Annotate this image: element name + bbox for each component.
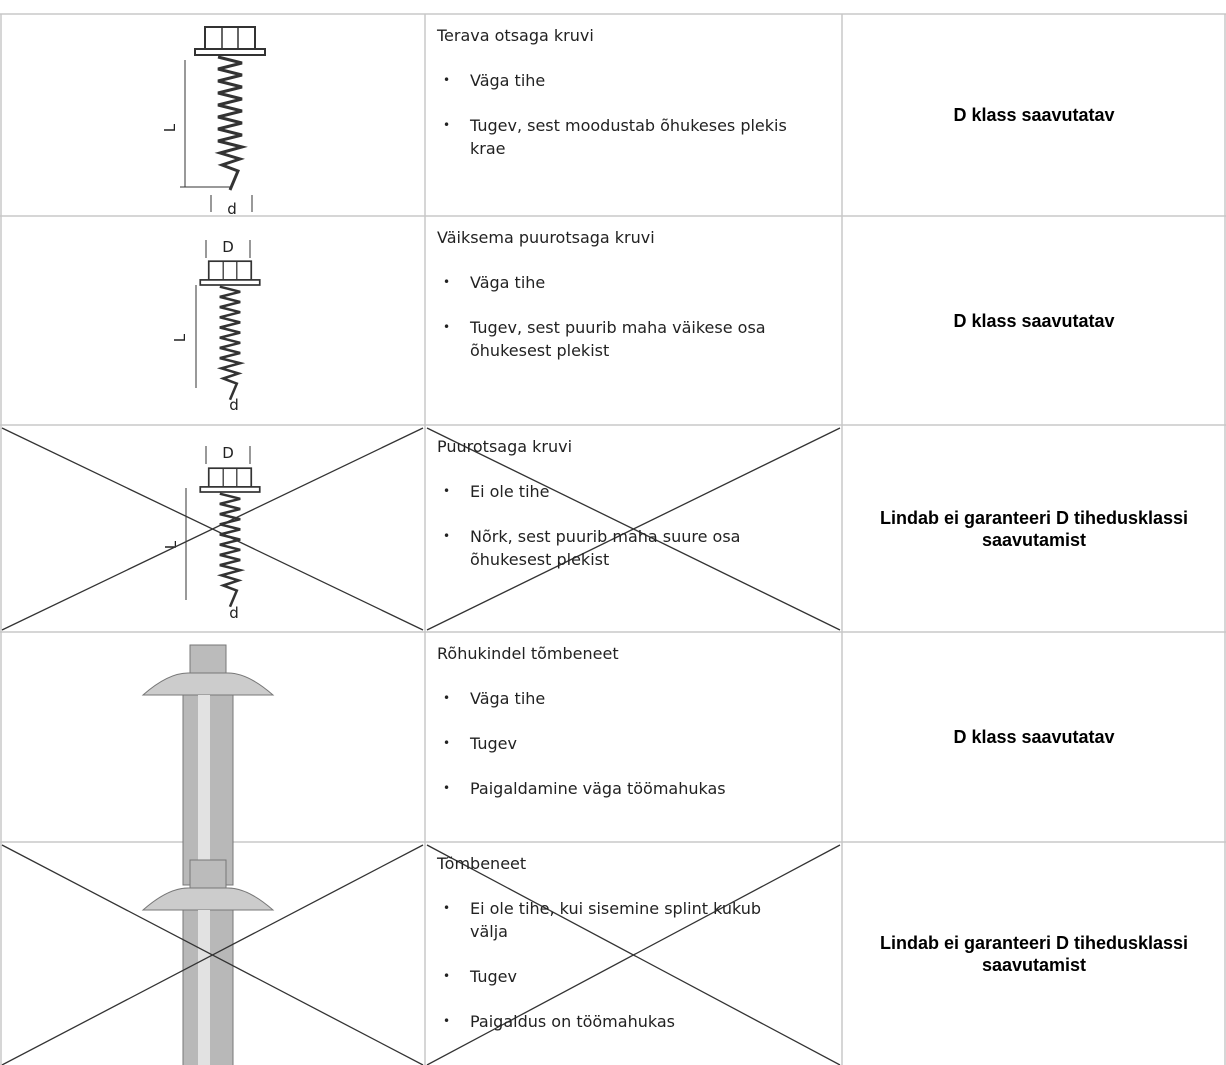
label: d xyxy=(229,396,239,414)
label: L xyxy=(161,123,179,132)
result: D klass saavutatav xyxy=(953,310,1115,331)
label: d xyxy=(227,200,237,218)
bullet-list: Ei ole tihe Nõrk, sest puurib maha suure … xyxy=(437,480,842,571)
description: Terava otsaga kruvi Väga tihe Tugev, sest … xyxy=(425,14,842,216)
label: D xyxy=(222,238,234,256)
description: Väiksema puurotsaga kruvi Väga tihe Tugev,… xyxy=(425,216,842,425)
bullet: Paigaldus on töömahukas xyxy=(437,1010,800,1033)
description: Tõmbeneet Ei ole tihe, kui sisemine splin… xyxy=(425,842,842,1065)
title: Puurotsaga kruvi xyxy=(437,437,573,456)
label: L xyxy=(162,540,180,549)
drawing-drill-screw: D L d xyxy=(162,444,262,622)
bullet: Nõrk, sest puurib maha suure osa õhukese… xyxy=(437,525,800,571)
bullet: Ei ole tihe xyxy=(437,480,800,503)
bullet: Tugev, sest moodustab õhukeses plekis kr… xyxy=(437,114,800,160)
label: D xyxy=(222,444,234,462)
bullet: Väga tihe xyxy=(437,69,800,92)
bullet: Tugev xyxy=(437,732,800,755)
bullet: Väga tihe xyxy=(437,687,800,710)
drawing-small-drill-screw: D L d xyxy=(171,238,262,414)
bullet: Väga tihe xyxy=(437,271,800,294)
result: D klass saavutatav xyxy=(953,727,1115,747)
title: Väiksema puurotsaga kruvi xyxy=(437,228,655,247)
result: Lindab ei garanteeri D tihedusklassi saa… xyxy=(879,932,1189,975)
result: Lindab ei garanteeri D tihedusklassi saa… xyxy=(879,507,1189,550)
bullet-list: Ei ole tihe, kui sisemine splint kukub v… xyxy=(437,897,842,1033)
title: Terava otsaga kruvi xyxy=(437,26,594,45)
bullet: Paigaldamine väga töömahukas xyxy=(437,777,800,800)
title: Tõmbeneet xyxy=(437,854,527,873)
label: d xyxy=(229,604,239,622)
description: Rõhukindel tõmbeneet Väga tihe Tugev Paigal… xyxy=(425,632,842,842)
bullet-list: Väga tihe Tugev, sest puurib maha väikese… xyxy=(437,271,842,362)
result: D klass saavutatav xyxy=(953,105,1115,125)
drawing-rivet xyxy=(142,859,274,1065)
drawing-rivet xyxy=(142,644,274,886)
bullet: Tugev, sest puurib maha väikese osa õhuk… xyxy=(437,316,800,362)
bullet: Tugev xyxy=(437,965,800,988)
drawing-pointed-screw: L d xyxy=(161,25,267,218)
title: Rõhukindel tõmbeneet xyxy=(437,644,619,663)
bullet-list: Väga tihe Tugev, sest moodustab õhukeses … xyxy=(437,69,842,160)
bullet: Ei ole tihe, kui sisemine splint kukub v… xyxy=(437,897,800,943)
description: Puurotsaga kruvi Ei ole tihe Nõrk, sest pu… xyxy=(425,425,842,632)
label: L xyxy=(171,333,189,342)
bullet-list: Väga tihe Tugev Paigaldamine väga töömahuk… xyxy=(437,687,842,800)
